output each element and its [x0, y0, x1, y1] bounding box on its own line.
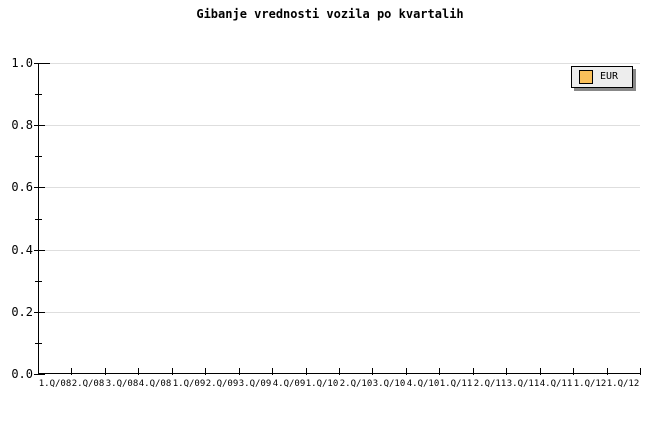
legend-swatch: [579, 70, 593, 84]
x-tick-label: 3.Q/10: [372, 379, 406, 389]
gridline: [38, 312, 640, 313]
x-tick: [339, 368, 340, 375]
x-tick-label: 4.Q/10: [406, 379, 440, 389]
x-tick: [372, 368, 373, 375]
gridline: [38, 125, 640, 126]
x-tick: [272, 368, 273, 375]
x-tick-label: 1.Q/08: [38, 379, 72, 389]
legend: EUR: [571, 66, 633, 88]
gridline: [38, 63, 640, 64]
x-tick: [640, 368, 641, 375]
x-tick: [573, 368, 574, 375]
x-tick-label: 3.Q/09: [238, 379, 272, 389]
x-tick: [406, 368, 407, 375]
x-tick: [473, 368, 474, 375]
y-minor-tick: [35, 156, 42, 157]
gridline: [38, 250, 640, 251]
x-tick-label: 1.Q/11: [439, 379, 473, 389]
x-tick-label: 1.Q/12: [606, 379, 640, 389]
x-tick-label: 1.Q/12: [573, 379, 607, 389]
x-tick-label: 4.Q/08: [138, 379, 172, 389]
x-tick: [172, 368, 173, 375]
x-tick: [540, 368, 541, 375]
y-tick-label: 0.4: [11, 243, 33, 257]
gridline: [38, 187, 640, 188]
x-tick-label: 4.Q/11: [539, 379, 573, 389]
x-tick: [239, 368, 240, 375]
x-tick-label: 1.Q/09: [172, 379, 206, 389]
x-tick-label: 2.Q/10: [339, 379, 373, 389]
plot-area: [38, 63, 640, 374]
y-major-tick: [34, 63, 45, 64]
x-tick: [105, 368, 106, 375]
y-major-tick: [34, 187, 45, 188]
x-tick: [205, 368, 206, 375]
x-tick: [306, 368, 307, 375]
y-major-tick: [34, 125, 45, 126]
y-tick-label: 0.8: [11, 118, 33, 132]
y-minor-tick: [35, 219, 42, 220]
y-tick-label: 0.2: [11, 305, 33, 319]
x-tick: [607, 368, 608, 375]
x-tick-label: 4.Q/09: [272, 379, 306, 389]
x-tick: [138, 368, 139, 375]
y-minor-tick: [35, 343, 42, 344]
x-tick: [439, 368, 440, 375]
x-tick-label: 3.Q/11: [506, 379, 540, 389]
x-tick-label: 2.Q/09: [205, 379, 239, 389]
y-tick-label: 0.6: [11, 180, 33, 194]
y-major-tick: [34, 312, 45, 313]
chart-title: Gibanje vrednosti vozila po kvartalih: [196, 7, 464, 21]
y-tick-label: 1.0: [11, 56, 33, 70]
y-minor-tick: [35, 281, 42, 282]
x-tick-label: 1.Q/10: [305, 379, 339, 389]
x-tick-label: 2.Q/11: [473, 379, 507, 389]
x-tick-label: 2.Q/08: [71, 379, 105, 389]
x-tick-label: 3.Q/08: [105, 379, 139, 389]
y-tick-label: 0.0: [11, 367, 33, 381]
x-tick: [506, 368, 507, 375]
x-tick: [71, 368, 72, 375]
legend-label: EUR: [600, 71, 619, 82]
y-major-tick: [34, 250, 45, 251]
y-minor-tick: [35, 94, 42, 95]
y-major-tick: [34, 374, 45, 375]
